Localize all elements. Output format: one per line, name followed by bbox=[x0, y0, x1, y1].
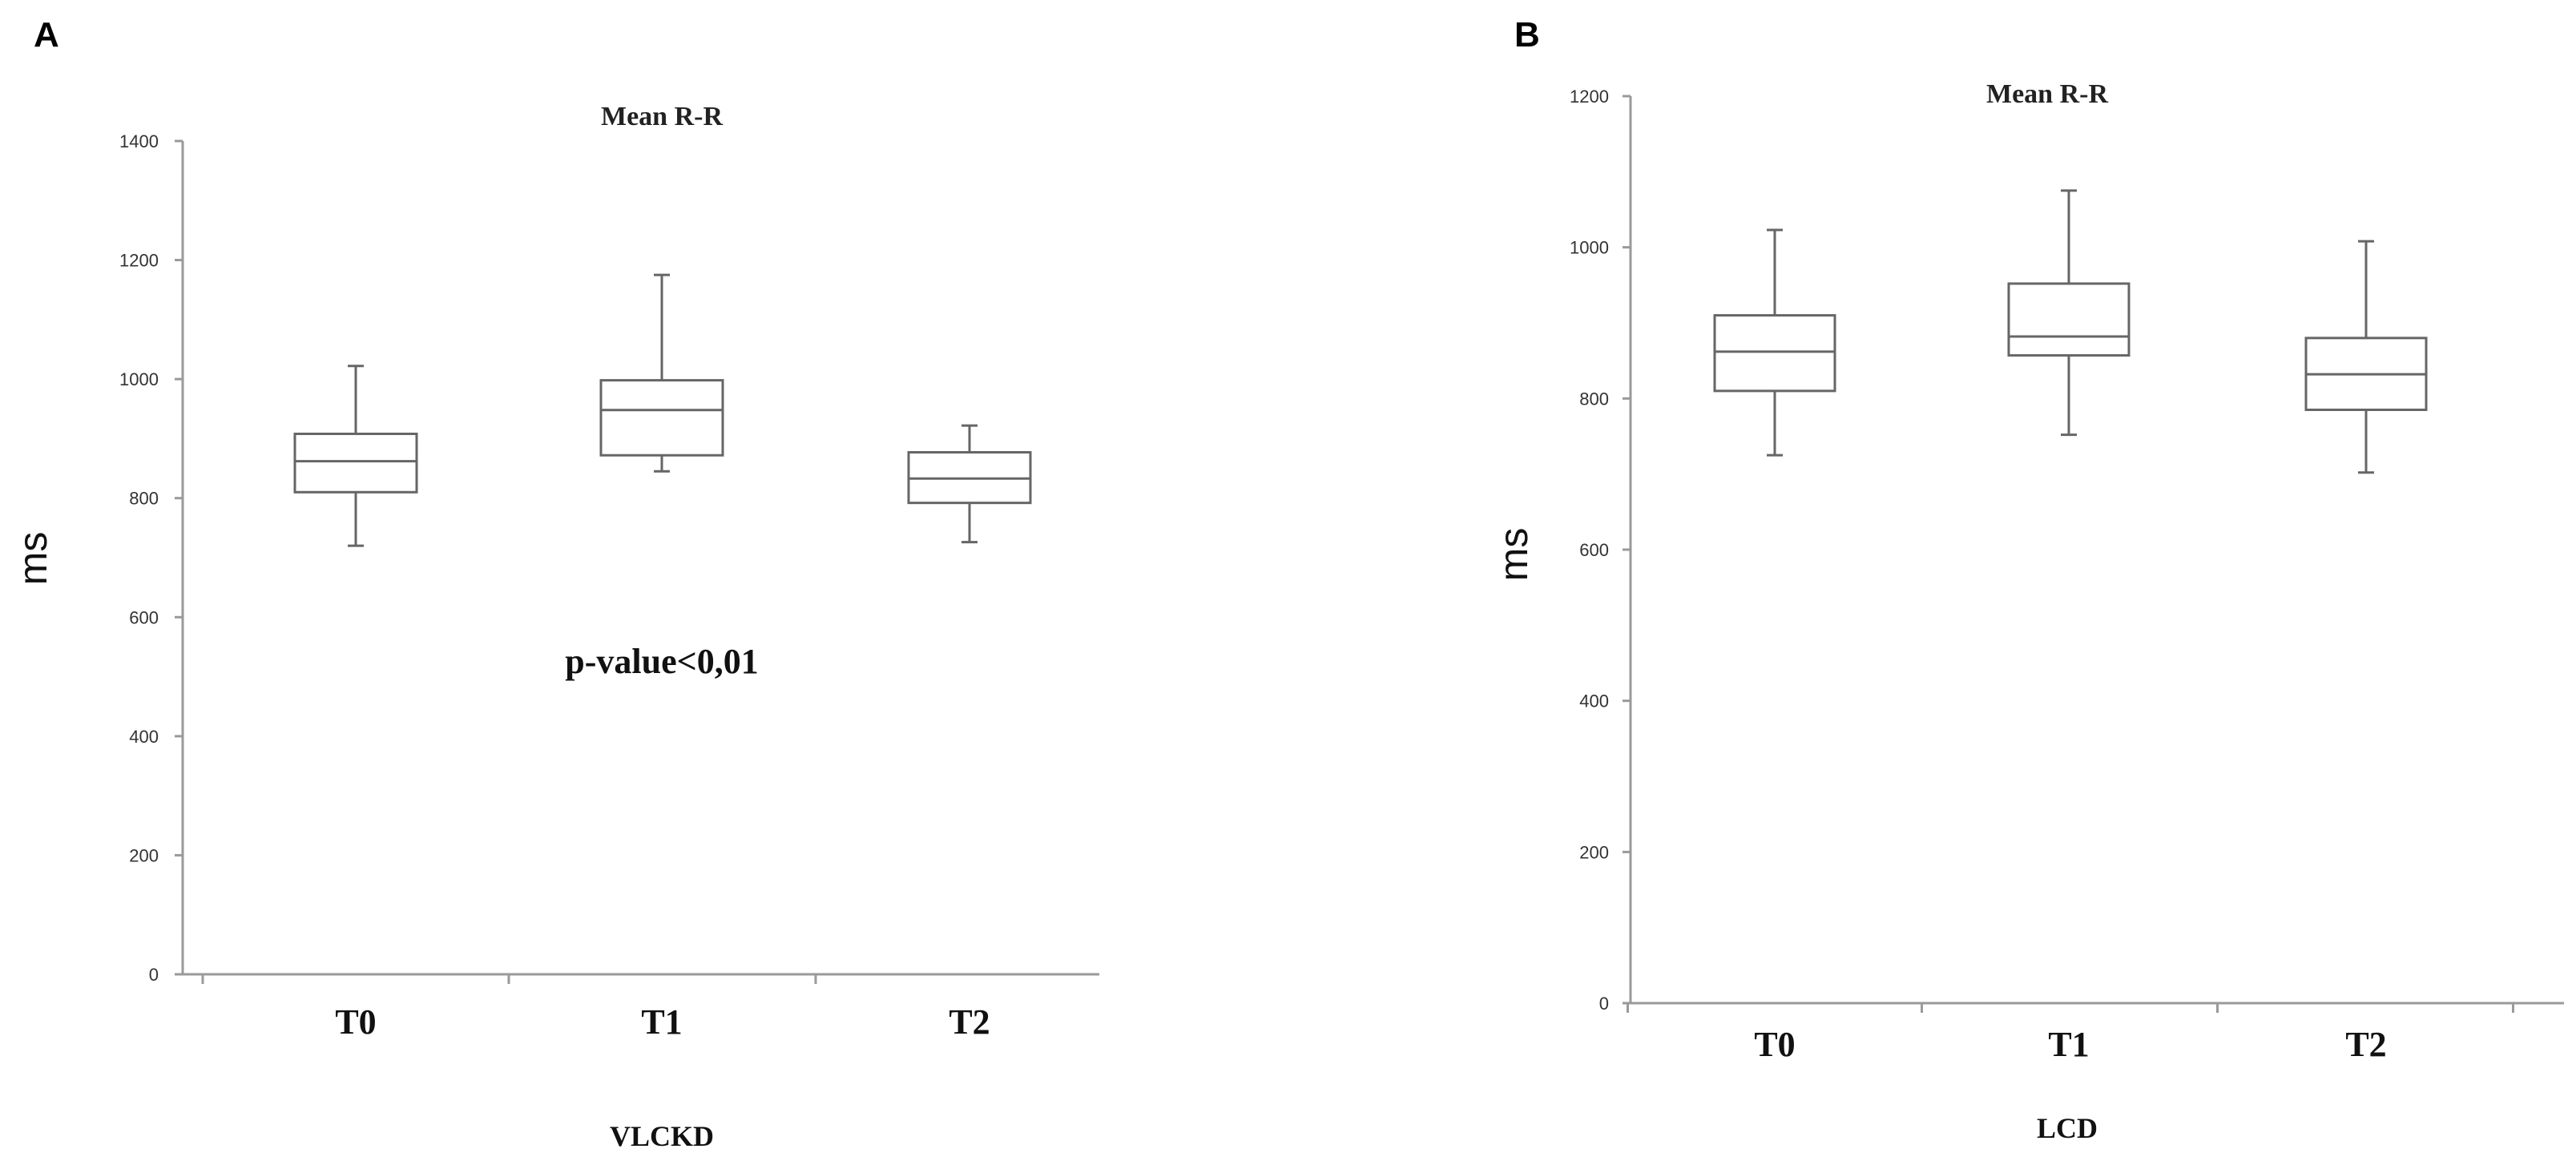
panel-a: A Mean R-R ms VLCKD p-value<0,01 0 200 400… bbox=[10, 15, 1099, 1152]
panel-b-y-tick-label: 0 bbox=[1599, 994, 1609, 1014]
panel-a-annotation: p-value<0,01 bbox=[565, 642, 758, 681]
panel-a-y-tick-label: 1400 bbox=[119, 131, 159, 151]
panel-a-category-label: T2 bbox=[949, 1002, 990, 1042]
panel-a-y-tick-label: 800 bbox=[129, 489, 159, 509]
panel-a-y-tick-label: 1000 bbox=[119, 369, 159, 389]
panel-a-title: Mean R-R bbox=[601, 102, 723, 131]
panel-a-box-t2 bbox=[907, 424, 1032, 544]
panel-a-category-label: T1 bbox=[641, 1002, 682, 1042]
iqr-box bbox=[599, 379, 724, 457]
panel-b-y-tick-label: 800 bbox=[1579, 389, 1609, 409]
panel-b-y-axis-label: ms bbox=[1491, 528, 1536, 582]
panel-a-box-t0 bbox=[293, 365, 418, 547]
panel-b-box-t2 bbox=[2304, 240, 2428, 474]
panel-a-y-tick-label: 0 bbox=[149, 965, 159, 985]
panel-a-y-tick-label: 200 bbox=[129, 845, 159, 865]
panel-b-title: Mean R-R bbox=[1986, 79, 2108, 109]
panel-b-y-tick-label: 400 bbox=[1579, 691, 1609, 711]
panel-a-category-label: T0 bbox=[335, 1002, 376, 1042]
panel-b-y-tick-label: 200 bbox=[1579, 842, 1609, 862]
panel-b-y-tick-label: 600 bbox=[1579, 540, 1609, 560]
panel-a-y-tick-label: 1200 bbox=[119, 251, 159, 271]
panel-b-category-label: T2 bbox=[2345, 1025, 2386, 1064]
iqr-box bbox=[1713, 314, 1836, 393]
iqr-box bbox=[2007, 282, 2131, 357]
panel-b-y-tick-label: 1000 bbox=[1570, 238, 1609, 258]
panel-b-y-tick-label: 1200 bbox=[1570, 87, 1609, 107]
panel-a-y-axis-label: ms bbox=[10, 532, 55, 586]
panel-b-x-axis-label: LCD bbox=[2037, 1112, 2098, 1144]
panel-b-category-label: T1 bbox=[2048, 1025, 2089, 1064]
panel-a-box-t1 bbox=[599, 273, 724, 473]
panel-b-box-t1 bbox=[2007, 189, 2131, 437]
panel-b-box-t0 bbox=[1713, 228, 1836, 457]
panel-b-letter: B bbox=[1514, 15, 1540, 54]
iqr-box bbox=[293, 432, 418, 494]
panel-a-x-axis-label: VLCKD bbox=[610, 1120, 714, 1152]
panel-b: B Mean R-R ms LCD 0 200 400 600 800 1000 1200 T… bbox=[1491, 15, 2564, 1144]
panel-a-letter: A bbox=[34, 15, 59, 54]
panel-a-y-tick-label: 600 bbox=[129, 607, 159, 627]
panel-b-category-label: T0 bbox=[1754, 1025, 1795, 1064]
panel-a-y-tick-label: 400 bbox=[129, 727, 159, 747]
